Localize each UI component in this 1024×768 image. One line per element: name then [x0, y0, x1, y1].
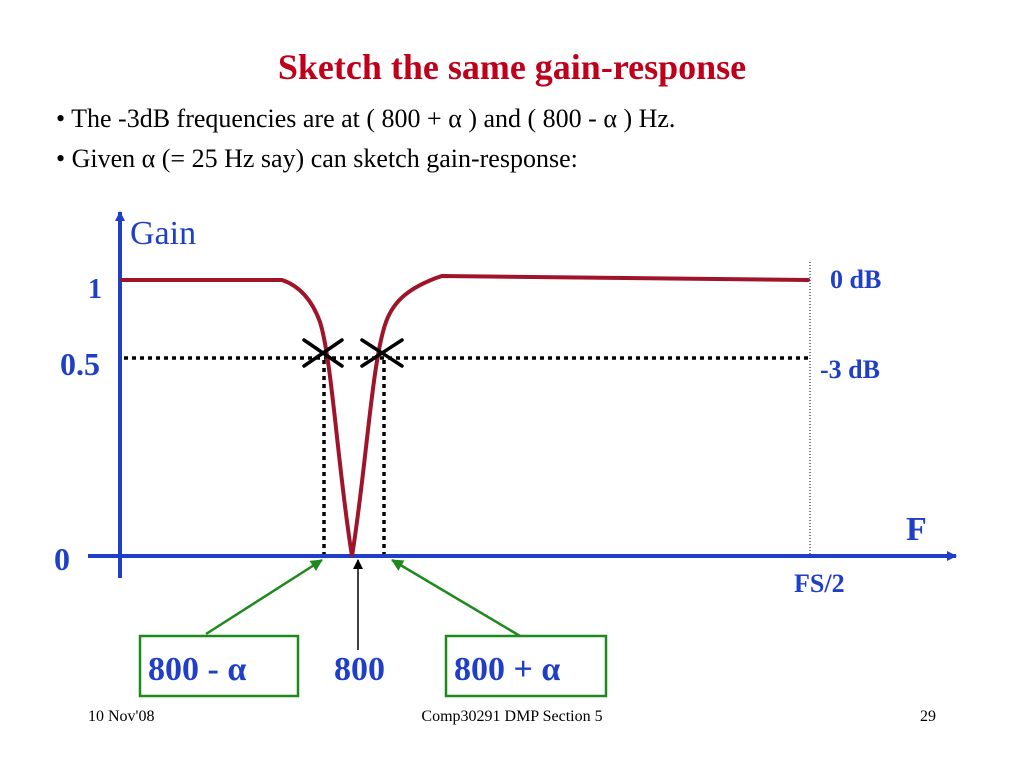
label-800: 800 [334, 651, 385, 688]
gain-axis-label: Gain [130, 215, 196, 252]
footer-page-number: 29 [920, 708, 936, 725]
label-800-plus-alpha: 800 + α [454, 651, 560, 688]
box-800-plus-alpha [444, 634, 608, 698]
bullet-given-alpha: • Given α (= 25 Hz say) can sketch gain-… [56, 144, 578, 173]
tick-label-0-5: 0.5 [60, 346, 100, 382]
footer-date: 10 Nov'08 [88, 708, 155, 725]
label-800-minus-alpha: 800 - α [148, 651, 246, 688]
arrow-to-left-3db [205, 558, 323, 636]
tick-label-0: 0 [54, 541, 70, 577]
minus-3db-label: -3 dB [820, 355, 880, 384]
gain-response-curve [120, 273, 810, 557]
box-800-minus-alpha [138, 634, 300, 698]
footer-course: Comp30291 DMP Section 5 [421, 708, 603, 725]
fs-half-label: FS/2 [794, 569, 845, 598]
zero-db-label: 0 dB [830, 265, 881, 294]
cross-mark-right [360, 338, 404, 368]
arrow-to-right-3db [391, 558, 521, 638]
slide-title: Sketch the same gain-response [277, 47, 747, 87]
bullet-3db-frequencies: • The -3dB frequencies are at ( 800 + α … [56, 104, 676, 133]
tick-label-1: 1 [88, 274, 102, 305]
frequency-axis-label: F [906, 511, 927, 548]
cross-mark-left [302, 338, 344, 368]
